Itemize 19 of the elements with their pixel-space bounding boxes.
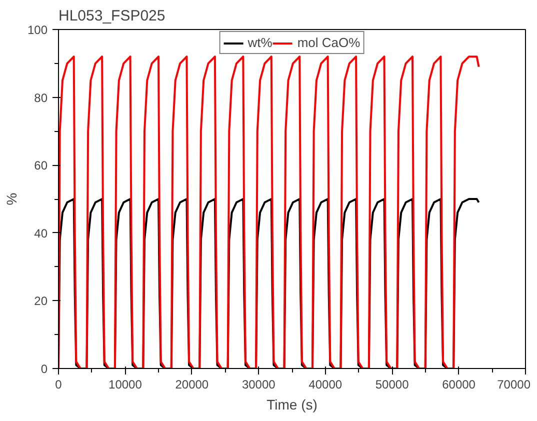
y-axis-title: % [3, 192, 20, 206]
x-tick-label: 60000 [442, 378, 476, 392]
y-tick-label: 0 [40, 362, 48, 376]
x-axis-title: Time (s) [266, 396, 318, 412]
x-tick-label: 40000 [308, 378, 342, 392]
x-tick-label: 30000 [242, 378, 276, 392]
y-tick-label: 80 [34, 90, 48, 105]
x-tick-label: 0 [55, 378, 62, 392]
y-tick-label: 40 [34, 226, 48, 240]
x-tick-label: 10000 [108, 378, 142, 392]
x-tick-label: 70000 [497, 378, 531, 392]
y-tick-label: 100 [27, 23, 48, 37]
legend-label: wt% [248, 35, 272, 50]
y-tick-label: 60 [34, 158, 48, 173]
x-tick-label: 50000 [375, 378, 410, 392]
y-tick-label: 20 [34, 294, 48, 308]
x-tick-label: 20000 [175, 378, 209, 392]
chart-title: HL053_FSP025 [58, 8, 166, 24]
legend-label: mol CaO% [297, 35, 360, 50]
